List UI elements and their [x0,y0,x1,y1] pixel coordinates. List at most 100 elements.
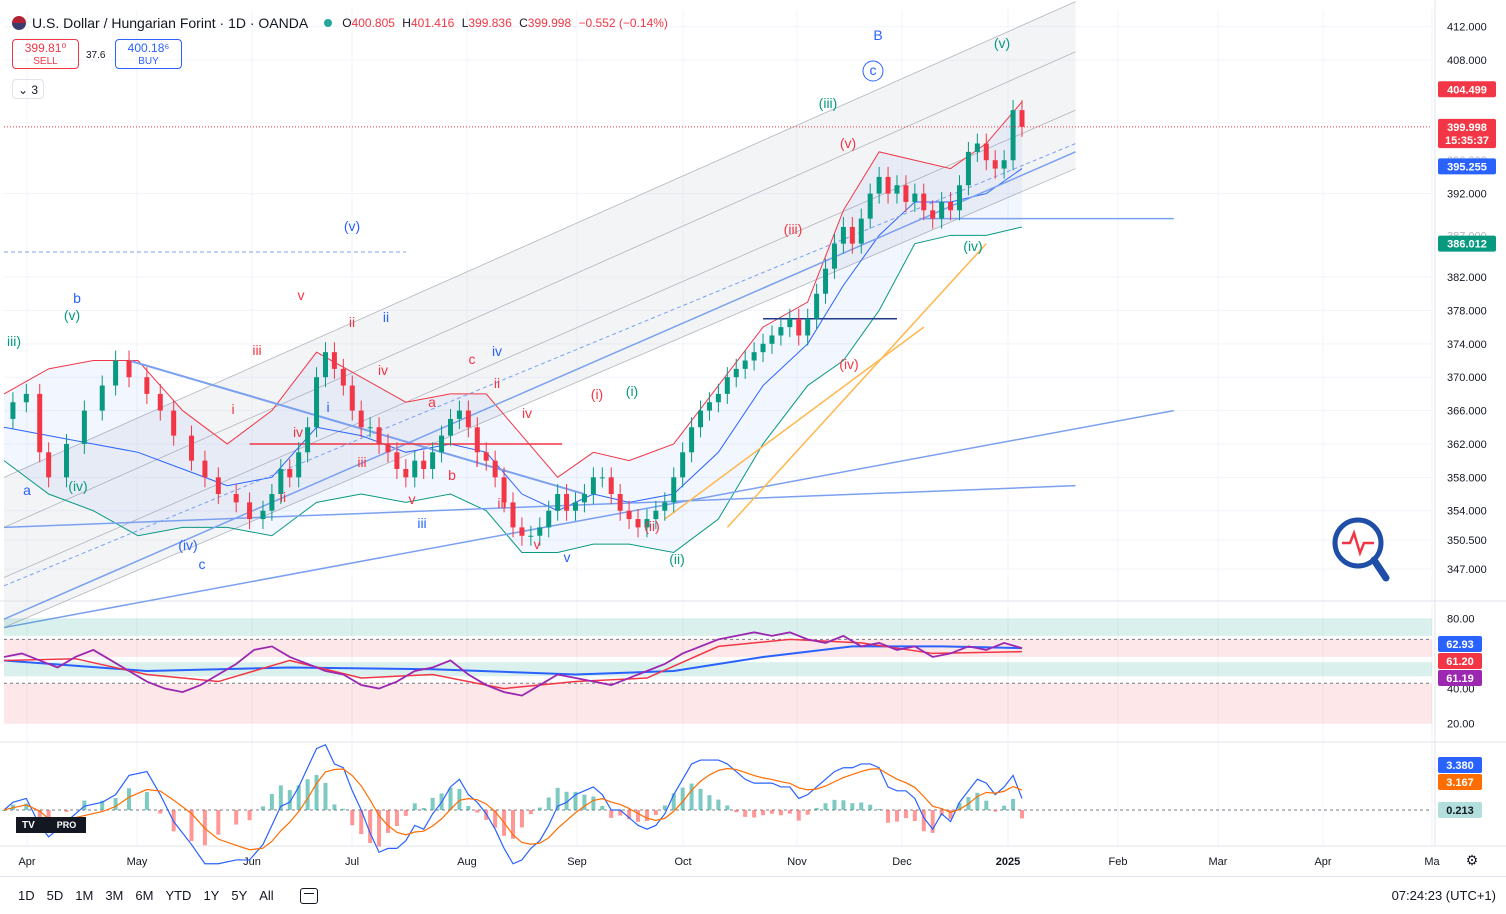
ohlc-readout: O400.805 H401.416 L399.836 C399.998 −0.5… [342,16,672,30]
candle-body [358,410,364,428]
candle-body [474,427,480,453]
macd-badge-label: 3.167 [1446,777,1474,789]
settings-gear-icon[interactable]: ⚙ [1466,852,1479,868]
candle-body [144,377,150,394]
macd-histogram-bar [332,804,337,810]
channel-line [3,51,1076,528]
candle-body [581,494,587,503]
wave-label: (v) [344,218,360,234]
price-tick-label: 370.000 [1447,372,1487,384]
candle-body [689,427,695,453]
price-badge-label: 395.255 [1447,161,1487,173]
indicator-collapse-button[interactable]: ⌄ 3 [12,79,44,99]
macd-histogram-bar [805,810,810,815]
candle-body [403,468,409,478]
channel-line [3,168,1076,628]
macd-histogram-bar [823,803,828,810]
wave-label: v [409,491,416,507]
timeframe-5y[interactable]: 5Y [231,888,248,903]
tradingview-logo[interactable]: TV PRO [16,817,86,833]
price-badge-label: 399.998 [1447,122,1487,134]
trendline-orange-2 [726,243,987,528]
ohlc-high-key: H [402,16,411,30]
candle-body [992,160,998,169]
candle-body [501,477,507,503]
candle-body [394,452,400,469]
bollinger-mid [3,168,1023,512]
wave-label: iii [357,454,366,470]
rsi-badge-label: 61.19 [1446,673,1474,685]
candle-body [769,335,775,344]
sell-price: 399.81⁰ [24,41,67,55]
clock-readout[interactable]: 07:24:23 (UTC+1) [1391,888,1496,903]
price-tick-label: 408.000 [1447,55,1487,67]
macd-histogram-bar [403,810,408,816]
timeframe-1y[interactable]: 1Y [203,888,220,903]
wave-label: ii [494,375,500,391]
macd-histogram-bar [100,800,105,810]
buy-button[interactable]: 400.18⁶ BUY [115,39,182,69]
wave-label: (v) [994,35,1010,51]
timeframe-ytd[interactable]: YTD [165,888,192,903]
candle-body [662,502,668,511]
macd-histogram-bar [314,775,319,810]
analysis-magnifier-handle [1370,556,1390,582]
wave-label: c [469,351,476,367]
price-tick-label: 358.000 [1447,472,1487,484]
chart-canvas[interactable]: 412.000 408.000 392.000 382.000 378.000 374.0… [0,0,1506,876]
wave-label: (v) [840,135,856,151]
timeframe-1m[interactable]: 1M [75,888,94,903]
macd-histogram-bar [296,785,301,810]
macd-histogram-bar [868,804,873,810]
price-badge [1438,132,1496,149]
price-badge-label: 404.499 [1447,84,1487,96]
price-tick-label: 378.000 [1447,305,1487,317]
candle-body [456,410,462,419]
timeframe-all[interactable]: All [259,888,274,903]
candle-body [1001,160,1007,169]
ohlc-open-key: O [342,16,352,30]
macd-line [3,743,1023,865]
macd-histogram-bar [278,785,283,810]
candle-body [37,393,43,453]
calendar-icon[interactable] [299,887,318,904]
macd-histogram-bar [359,810,364,835]
candle-body [537,527,543,536]
sell-button[interactable]: 399.81⁰ SELL [12,39,79,69]
candle-body [546,510,552,528]
candle-body [644,519,650,528]
timeframe-1d[interactable]: 1D [18,888,35,903]
rsi-overbought-zone [4,618,1432,636]
time-tick-label: Mar [1209,856,1228,868]
price-badge-label: 15:35:37 [1445,135,1489,147]
macd-histogram-bar [189,810,194,842]
wave-label: iv [378,362,388,378]
candle-body [974,143,980,152]
timeframe-3m[interactable]: 3M [105,888,124,903]
candle-body [858,218,864,244]
wave-label: iii [252,342,261,358]
timeframe-6m[interactable]: 6M [135,888,154,903]
price-badge [1438,118,1496,135]
time-tick-label: Nov [787,856,807,868]
macd-histogram-bar [707,795,712,810]
wave-label: (iv) [963,238,982,254]
bollinger-upper [3,101,1023,479]
rsi-badge [1438,653,1482,669]
timeframe-5d[interactable]: 5D [46,888,64,903]
macd-histogram-bar [787,810,792,814]
macd-histogram-bar [814,807,819,810]
price-badge [1438,158,1496,175]
symbol-title[interactable]: U.S. Dollar / Hungarian Forint · 1D · OA… [32,15,309,31]
macd-histogram-bar [644,810,649,821]
candle-body [930,210,936,219]
market-status-icon [324,19,333,27]
macd-histogram-bar [377,810,382,847]
time-tick-label: Dec [892,856,912,868]
candle-body [555,494,561,511]
candle-body [760,343,766,353]
macd-histogram-bar [421,808,426,810]
macd-signal-line [3,767,1023,851]
macd-histogram-bar [689,783,694,810]
candle-body [751,352,757,361]
